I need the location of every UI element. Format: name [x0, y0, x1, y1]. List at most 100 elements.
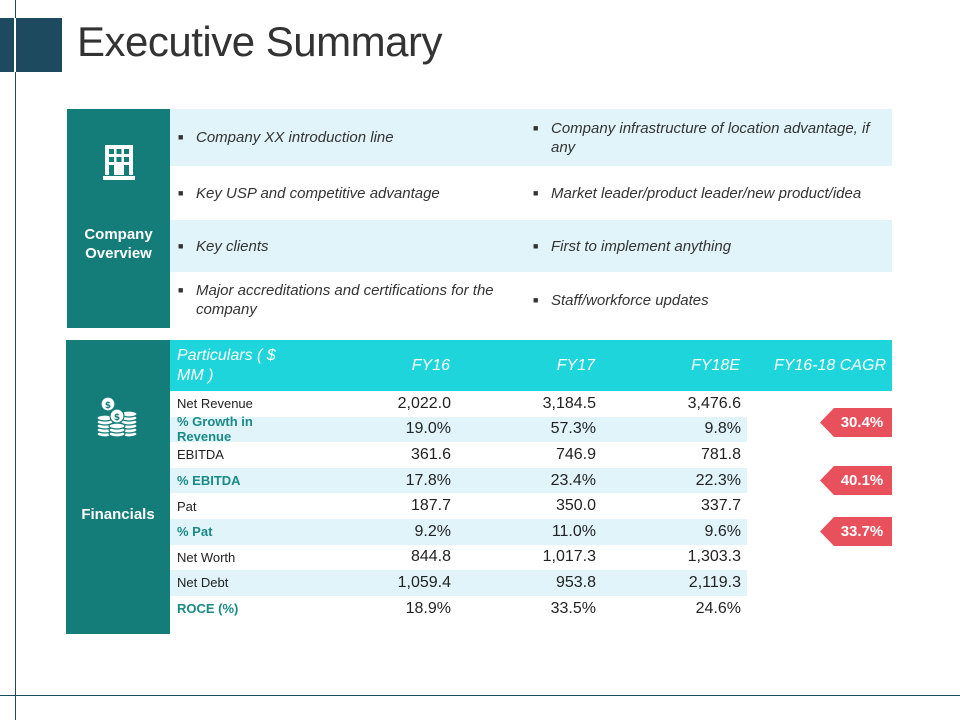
tag-arrow-shape — [820, 408, 892, 437]
table-row: % EBITDA 17.8% 23.4% 22.3% — [170, 467, 747, 494]
overview-item: ■ Company XX introduction line — [170, 128, 525, 147]
cagr-tag: 33.7% — [820, 517, 892, 546]
bullet-icon: ■ — [178, 285, 184, 295]
cell-fy18e: 1,303.3 — [687, 548, 741, 566]
left-guide-line — [15, 0, 16, 720]
bullet-icon: ■ — [178, 132, 184, 142]
cell-fy17: 3,184.5 — [542, 394, 596, 412]
row-label: Net Debt — [177, 575, 229, 591]
row-label: ROCE (%) — [177, 601, 239, 617]
table-row: % Growth in Revenue 19.0% 57.3% 9.8% — [170, 414, 747, 445]
cell-fy16: 19.0% — [405, 420, 451, 438]
tag-arrow-shape — [820, 517, 892, 546]
cell-fy17: 350.0 — [555, 497, 596, 515]
cell-fy18e: 9.8% — [704, 420, 741, 438]
table-row: Net Worth 844.8 1,017.3 1,303.3 — [170, 545, 747, 571]
row-label: Net Worth — [177, 549, 236, 565]
bullet-icon: ■ — [178, 187, 184, 198]
bullet-icon: ■ — [533, 187, 539, 198]
overview-item-text: Market leader/product leader/new product… — [551, 184, 862, 202]
cell-fy16: 2,022.0 — [397, 394, 451, 412]
header-particulars: Particulars ( $ MM ) — [177, 346, 276, 384]
footer-line — [0, 695, 960, 696]
financials-header: Particulars ( $ MM ) FY16 FY17 FY18E FY1… — [170, 340, 892, 391]
cell-fy17: 23.4% — [550, 471, 596, 489]
table-row: Net Debt 1,059.4 953.8 2,119.3 — [170, 570, 747, 596]
cell-fy16: 844.8 — [410, 548, 451, 566]
overview-item: ■ First to implement anything — [525, 237, 892, 256]
table-row: Pat 187.7 350.0 337.7 — [170, 493, 747, 519]
table-row: EBITDA 361.6 746.9 781.8 — [170, 442, 747, 468]
cell-fy18e: 9.6% — [704, 522, 741, 540]
overview-item-text: Major accreditations and certifications … — [196, 282, 494, 318]
overview-item: ■ Major accreditations and certifications… — [170, 281, 525, 319]
title-accent-block — [0, 18, 62, 72]
cell-fy16: 1,059.4 — [397, 573, 451, 591]
header-fy17: FY17 — [556, 356, 595, 374]
cell-fy18e: 22.3% — [695, 471, 741, 489]
cell-fy18e: 781.8 — [700, 445, 741, 463]
overview-item-text: Company infrastructure of location advan… — [551, 119, 870, 156]
cell-fy17: 11.0% — [551, 522, 596, 540]
row-label: % Growth in Revenue — [177, 414, 253, 445]
financials-label: Financials — [81, 506, 155, 523]
cell-fy17: 33.5% — [550, 599, 596, 617]
cagr-value: 33.7% — [840, 523, 884, 540]
overview-item: ■ Company infrastructure of location adva… — [525, 119, 892, 157]
bullet-icon: ■ — [533, 294, 539, 305]
tag-arrow-shape — [820, 466, 892, 495]
company-overview-label: Company Overview — [84, 226, 153, 262]
cell-fy18e: 3,476.6 — [687, 394, 741, 412]
cagr-tag: 30.4% — [820, 408, 892, 437]
bullet-icon: ■ — [178, 240, 184, 251]
cell-fy16: 361.6 — [410, 445, 451, 463]
cell-fy18e: 2,119.3 — [688, 573, 741, 591]
cell-fy16: 9.2% — [414, 522, 451, 540]
row-label: Net Revenue — [177, 396, 253, 412]
page-title: Executive Summary — [77, 18, 442, 65]
title-accent-gap — [14, 18, 16, 72]
company-overview-panel: Company Overview — [67, 109, 170, 328]
overview-row: ■ Key clients ■ First to implement anythin… — [170, 220, 892, 272]
bullet-icon: ■ — [533, 240, 539, 251]
cagr-value: 30.4% — [840, 414, 884, 431]
bullet-icon: ■ — [533, 122, 539, 133]
cell-fy17: 953.8 — [555, 573, 596, 591]
table-row: % Pat 9.2% 11.0% 9.6% — [170, 519, 747, 545]
cagr-tag: 40.1% — [820, 466, 892, 495]
header-fy18e: FY18E — [691, 356, 740, 374]
cell-fy17: 1,017.3 — [542, 548, 596, 566]
svg-text:$: $ — [105, 401, 111, 411]
table-row: ROCE (%) 18.9% 33.5% 24.6% — [170, 596, 747, 622]
overview-item-text: Staff/workforce updates — [551, 291, 709, 309]
header-cagr: FY16-18 CAGR — [773, 356, 886, 374]
row-label: Pat — [177, 498, 197, 514]
header-fy16: FY16 — [411, 356, 450, 374]
overview-row: ■ Key USP and competitive advantage ■ Mark… — [170, 166, 892, 220]
cell-fy16: 187.7 — [410, 497, 451, 515]
overview-item-text: Company XX introduction line — [196, 129, 394, 146]
row-label: % EBITDA — [177, 473, 241, 489]
overview-item: ■ Market leader/product leader/new produc… — [525, 184, 892, 203]
overview-item-text: Key clients — [196, 237, 269, 255]
overview-item: ■ Key USP and competitive advantage — [170, 184, 525, 203]
cell-fy17: 57.3% — [550, 420, 596, 438]
cell-fy18e: 24.6% — [695, 599, 741, 617]
building-icon — [102, 144, 135, 187]
table-row: Net Revenue 2,022.0 3,184.5 3,476.6 — [170, 391, 747, 417]
cell-fy16: 17.8% — [405, 471, 451, 489]
cell-fy18e: 337.7 — [700, 497, 741, 515]
svg-text:$: $ — [114, 413, 120, 423]
overview-item-text: Key USP and competitive advantage — [196, 184, 440, 202]
cell-fy16: 18.9% — [405, 599, 451, 617]
row-label: % Pat — [177, 524, 213, 540]
overview-item-text: First to implement anything — [551, 237, 732, 255]
cagr-value: 40.1% — [840, 472, 884, 489]
coins-icon: $ $ — [95, 394, 141, 443]
financials-panel: $ $ Financials — [66, 340, 170, 634]
cell-fy17: 746.9 — [555, 445, 596, 463]
overview-item: ■ Key clients — [170, 237, 525, 256]
overview-row: ■ Company XX introduction line ■ Company i… — [170, 109, 892, 166]
overview-row: ■ Major accreditations and certifications… — [170, 272, 892, 328]
overview-item: ■ Staff/workforce updates — [525, 291, 892, 310]
